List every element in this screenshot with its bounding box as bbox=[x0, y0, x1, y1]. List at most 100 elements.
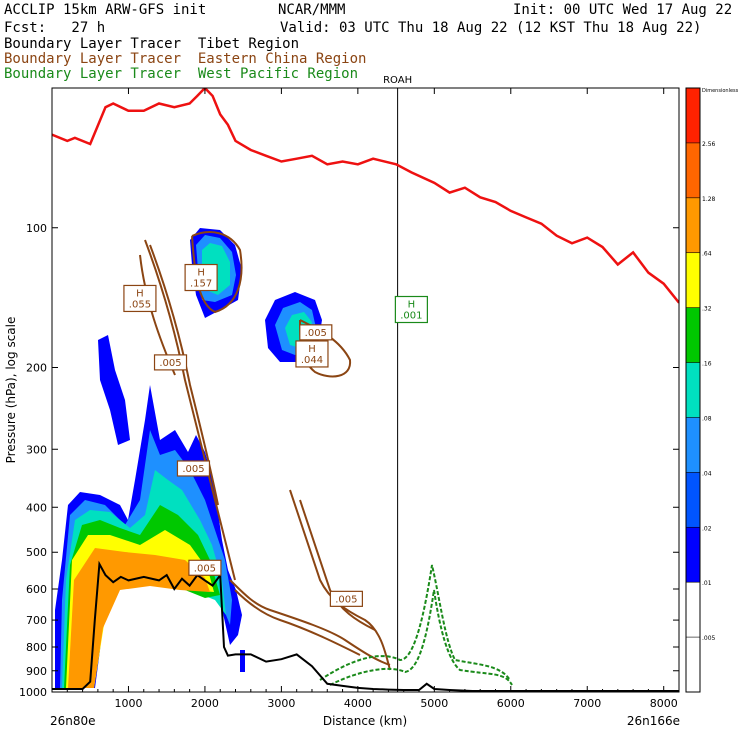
colorbar-level-label: .64 bbox=[702, 251, 712, 258]
tracer-label-wpac: Boundary Layer Tracer West Pacific Regio… bbox=[4, 66, 359, 82]
colorbar-segment bbox=[686, 527, 700, 583]
x-axis-label: Distance (km) bbox=[323, 714, 407, 728]
colorbar-title: Dimensionless bbox=[702, 88, 739, 94]
blue-speck bbox=[240, 650, 245, 672]
colorbar-level-label: .005 bbox=[702, 635, 716, 642]
contour-annotation: .005 bbox=[329, 590, 363, 607]
china-contour-mid-1 bbox=[229, 579, 391, 666]
x-tick-label: 7000 bbox=[573, 697, 601, 710]
annotation-box bbox=[153, 354, 188, 371]
y-axis: 100 200 300 400 500 600 700 800 900 1000 bbox=[19, 222, 679, 699]
y-tick-label: 1000 bbox=[19, 686, 47, 699]
colorbar-segment bbox=[686, 197, 700, 253]
x-tick-label: 6000 bbox=[497, 697, 525, 710]
roah-marker-label: ROAH bbox=[383, 75, 412, 86]
colorbar-level-label: 1.28 bbox=[702, 196, 716, 203]
colorbar-level-label: .32 bbox=[702, 306, 712, 313]
annotation-text: .005 bbox=[182, 464, 204, 475]
colorbar-segment bbox=[686, 88, 700, 143]
y-tick-label: 600 bbox=[26, 583, 47, 596]
tracer-label-china: Boundary Layer Tracer Eastern China Regi… bbox=[4, 51, 367, 67]
annotation-text: H bbox=[136, 288, 144, 299]
upper-tracer-blob-left bbox=[98, 335, 130, 445]
contour-annotation: H.044 bbox=[295, 340, 329, 368]
right-endpoint-label: 26n166e bbox=[627, 714, 680, 728]
colorbar-level-label: .16 bbox=[702, 361, 712, 368]
y-tick-label: 900 bbox=[26, 665, 47, 678]
colorbar-level-label: 2.56 bbox=[702, 141, 716, 148]
contour-annotation: H.157 bbox=[184, 263, 218, 292]
annotation-box bbox=[123, 284, 157, 313]
annotation-box bbox=[329, 590, 363, 607]
annotation-text: .001 bbox=[400, 311, 422, 322]
colorbar-level-label: .02 bbox=[702, 525, 712, 532]
y-tick-label: 100 bbox=[26, 222, 47, 235]
y-tick-label: 700 bbox=[26, 614, 47, 627]
y-tick-label: 500 bbox=[26, 546, 47, 559]
y-tick-label: 200 bbox=[26, 362, 47, 375]
china-contour-upper-1 bbox=[144, 239, 236, 581]
annotation-text: H bbox=[308, 344, 316, 355]
annotation-text: H bbox=[197, 268, 205, 279]
colorbar-level-label: .01 bbox=[702, 580, 712, 587]
tropopause-line bbox=[52, 88, 679, 304]
contour-annotation: .005 bbox=[188, 559, 222, 576]
annotation-text: .157 bbox=[190, 279, 212, 290]
terrain-layer bbox=[52, 560, 679, 692]
china-contour-right-2 bbox=[299, 499, 376, 631]
annotation-text: .044 bbox=[301, 355, 323, 366]
tropopause-layer bbox=[52, 88, 679, 304]
colorbar: .005 .01 .02 .04 .08 .16 .32 .64 1.28 2.56 Dimensi… bbox=[685, 87, 739, 693]
annotation-box bbox=[188, 559, 222, 576]
x-tick-label: 3000 bbox=[267, 697, 295, 710]
colorbar-segment bbox=[686, 417, 700, 473]
wpac-contour-2 bbox=[329, 589, 513, 686]
y-tick-label: 300 bbox=[26, 443, 47, 456]
colorbar-segment bbox=[686, 142, 700, 198]
header-left-line2: Fcst: 27 h bbox=[4, 20, 106, 36]
x-tick-label: 2000 bbox=[191, 697, 219, 710]
annotation-box bbox=[299, 324, 333, 341]
colorbar-segment bbox=[686, 252, 700, 308]
header-right-line2: Valid: 03 UTC Thu 18 Aug 22 (12 KST Thu … bbox=[280, 20, 702, 36]
annotation-text: .055 bbox=[129, 299, 151, 310]
header-left-line1: ACCLIP 15km ARW-GFS init bbox=[4, 2, 207, 18]
annotation-text: H bbox=[408, 300, 416, 311]
colorbar-level-label: .04 bbox=[702, 470, 712, 477]
annotation-text: .005 bbox=[194, 563, 216, 574]
contour-annotation: .005 bbox=[153, 354, 188, 371]
left-endpoint-label: 26n80e bbox=[50, 714, 96, 728]
annotation-text: .005 bbox=[335, 594, 357, 605]
vertical-marker-layer: ROAH bbox=[383, 75, 412, 692]
x-tick-label: 8000 bbox=[650, 697, 678, 710]
header-right-line1: Init: 00 UTC Wed 17 Aug 22 bbox=[513, 2, 733, 18]
x-axis: 1000 2000 3000 4000 5000 6000 7000 8000 bbox=[66, 88, 678, 710]
y-tick-label: 800 bbox=[26, 641, 47, 654]
colorbar-segment bbox=[686, 472, 700, 528]
annotation-box bbox=[394, 295, 428, 324]
annotation-box bbox=[295, 340, 329, 368]
annotation-text: .005 bbox=[305, 328, 327, 339]
wpac-contour-1 bbox=[319, 564, 511, 681]
contour-annotation: .005 bbox=[176, 460, 211, 477]
colorbar-segment bbox=[686, 362, 700, 418]
colorbar-frame bbox=[685, 87, 701, 693]
x-tick-label: 1000 bbox=[114, 697, 142, 710]
colorbar-segment bbox=[686, 307, 700, 363]
annotation-box bbox=[176, 460, 211, 477]
y-axis-label: Pressure (hPa), log scale bbox=[4, 317, 18, 464]
x-tick-label: 4000 bbox=[344, 697, 372, 710]
tibet-plume-layer-6 bbox=[68, 548, 210, 688]
annotation-text: .005 bbox=[159, 358, 181, 369]
contour-annotation: .005 bbox=[299, 324, 333, 341]
contour-annotation: H.001 bbox=[394, 295, 428, 324]
contour-annotation: H.055 bbox=[123, 284, 157, 313]
tracer-label-tibet: Boundary Layer Tracer Tibet Region bbox=[4, 36, 300, 52]
plot-frame bbox=[51, 87, 680, 693]
header-center-line1: NCAR/MMM bbox=[278, 2, 346, 18]
terrain-line bbox=[52, 560, 679, 692]
china-contour-mid-2 bbox=[234, 589, 361, 656]
x-tick-label: 5000 bbox=[420, 697, 448, 710]
